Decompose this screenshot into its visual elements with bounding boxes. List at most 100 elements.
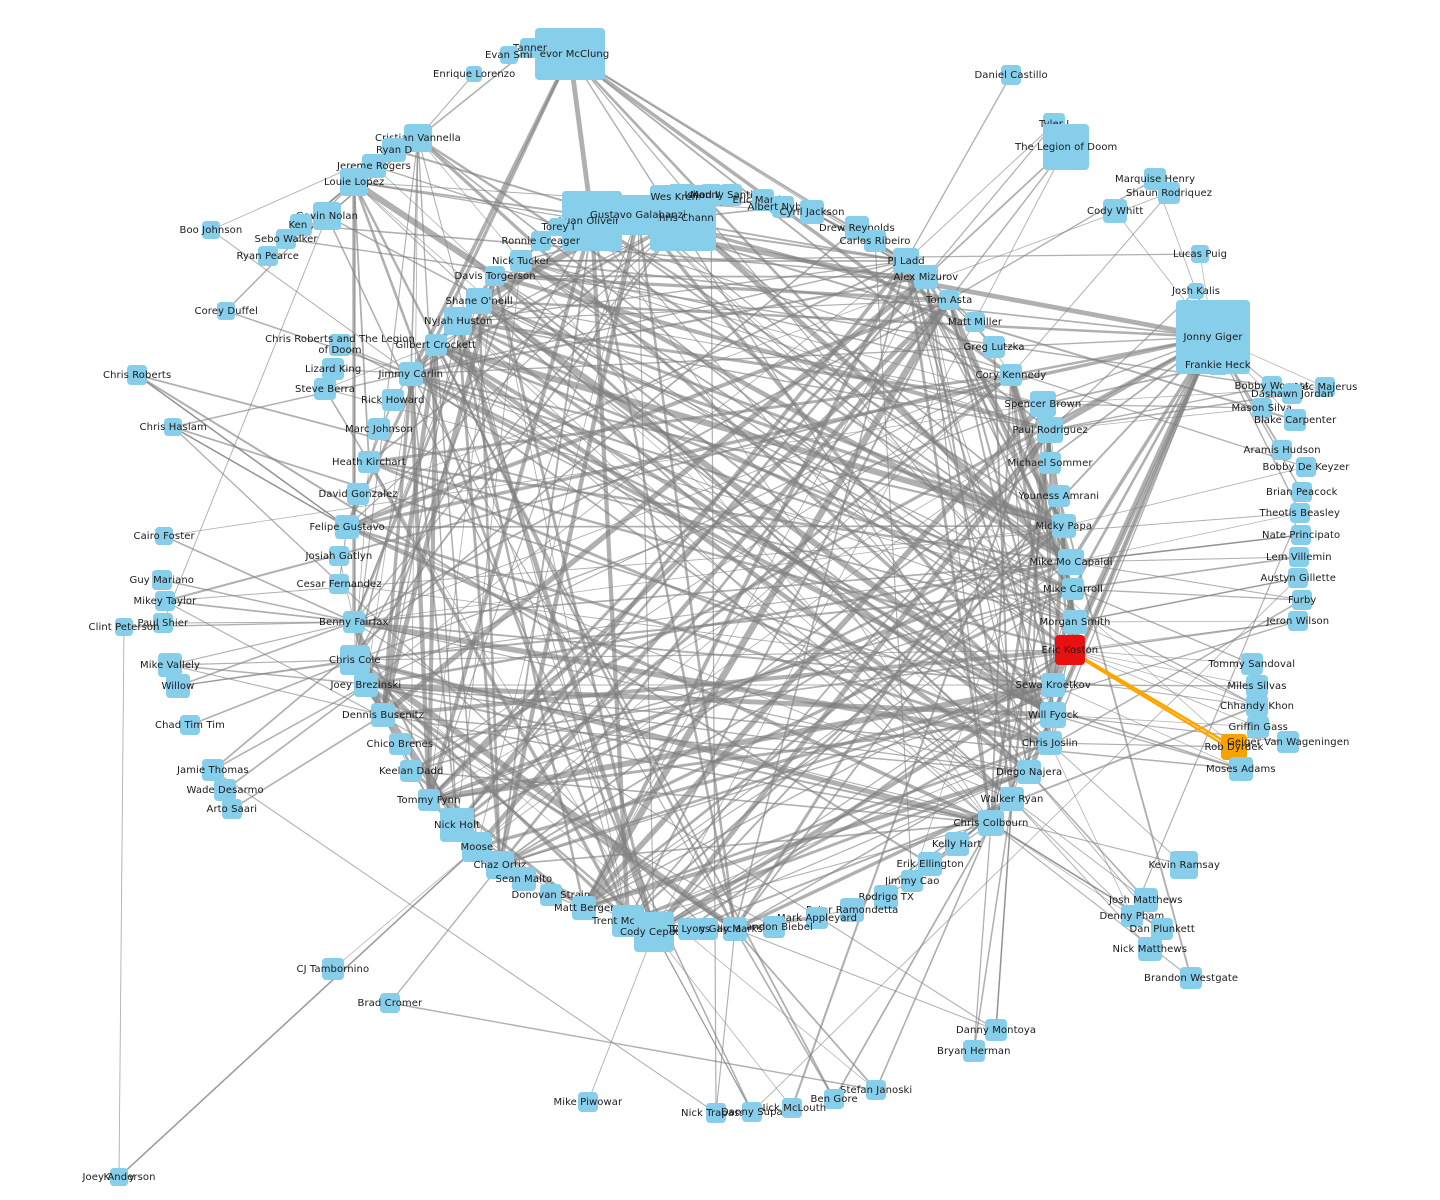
- graph-node-diego-najera[interactable]: [1017, 760, 1041, 784]
- graph-node-will-fyock[interactable]: [1040, 702, 1066, 728]
- graph-node-micky-papa[interactable]: [1052, 514, 1076, 538]
- graph-node-chad-tim-tim[interactable]: [180, 715, 200, 735]
- graph-node-steve-berra[interactable]: [314, 378, 336, 400]
- graph-node-cairo-foster[interactable]: [155, 527, 173, 545]
- graph-node-luan-oliveira[interactable]: [562, 191, 622, 251]
- graph-node-evan-smi[interactable]: [500, 46, 518, 64]
- graph-node-mike-carroll[interactable]: [1062, 578, 1084, 600]
- graph-node-josiah-gatlyn[interactable]: [329, 546, 349, 566]
- graph-node-ty-lyons[interactable]: [678, 918, 700, 940]
- graph-node-walker-ryan[interactable]: [1000, 787, 1024, 811]
- graph-node-bobby-de-keyzer[interactable]: [1296, 457, 1316, 477]
- graph-node-nick-trapasso[interactable]: [706, 1103, 726, 1123]
- graph-node-chris-colbourn[interactable]: [978, 810, 1004, 836]
- graph-node-dan-plunkett[interactable]: [1151, 918, 1173, 940]
- graph-node-heath-kirchart[interactable]: [358, 451, 380, 473]
- graph-node-moses-adams[interactable]: [1229, 757, 1253, 781]
- graph-node-kevin-ramsay[interactable]: [1170, 851, 1198, 879]
- graph-node-cory-kennedy[interactable]: [1000, 364, 1022, 386]
- graph-node-stefan-janoski[interactable]: [866, 1080, 886, 1100]
- graph-node-gavin-nolan[interactable]: [313, 202, 341, 230]
- graph-node-danny-supa[interactable]: [742, 1102, 762, 1122]
- graph-node-chris-joslin[interactable]: [1038, 731, 1062, 755]
- graph-node-shaun-rodriquez[interactable]: [1158, 182, 1180, 204]
- graph-node-boo-johnson[interactable]: [202, 221, 220, 239]
- graph-node-ryan-pearce[interactable]: [258, 246, 278, 266]
- graph-node-chris-haslam[interactable]: [164, 418, 182, 436]
- graph-node-cristian-vannella[interactable]: [404, 124, 432, 152]
- graph-node-lem-villemin[interactable]: [1289, 547, 1309, 567]
- graph-node-clint-peterson[interactable]: [115, 618, 133, 636]
- graph-node-greg-lutzka[interactable]: [983, 336, 1005, 358]
- graph-node-manny-santiago[interactable]: [720, 184, 742, 206]
- graph-node-josh-kalis[interactable]: [1188, 283, 1204, 299]
- graph-node-austyn-gillette[interactable]: [1288, 568, 1308, 588]
- graph-node-tanner[interactable]: [520, 38, 540, 58]
- graph-node-jeron-wilson[interactable]: [1288, 611, 1308, 631]
- graph-node-cj-tambornino[interactable]: [322, 958, 344, 980]
- graph-node-frankie-heck[interactable]: [1208, 355, 1228, 375]
- graph-node-albert-nyberg[interactable]: [772, 196, 794, 218]
- graph-node-danny-garcia[interactable]: [696, 918, 718, 940]
- graph-node-spencer-brown[interactable]: [1030, 391, 1056, 417]
- graph-node-tommy-fynn[interactable]: [418, 789, 440, 811]
- graph-node-lucas-puig[interactable]: [1191, 245, 1209, 263]
- graph-node-jamie-thomas[interactable]: [202, 759, 224, 781]
- graph-node-enrique-lorenzo[interactable]: [466, 66, 482, 82]
- graph-node-cyril-jackson[interactable]: [800, 200, 824, 224]
- graph-node-alex-mizurov[interactable]: [914, 265, 938, 289]
- graph-node-paul-shier[interactable]: [153, 613, 173, 633]
- graph-node-gustavo-galabanzi[interactable]: [618, 195, 658, 235]
- graph-node-ryan-d[interactable]: [382, 138, 406, 162]
- graph-node-nate-principato[interactable]: [1291, 525, 1311, 545]
- graph-node-griffin-gass[interactable]: [1247, 716, 1269, 738]
- graph-node-willow[interactable]: [166, 674, 190, 698]
- graph-node-denny-pham[interactable]: [1121, 905, 1143, 927]
- graph-node-jimmy-carlin[interactable]: [399, 362, 423, 386]
- graph-node-cesar-fernandez[interactable]: [329, 574, 349, 594]
- graph-node-sewa-kroetkov[interactable]: [1041, 673, 1065, 697]
- graph-node-brandon-biebel[interactable]: [763, 916, 785, 938]
- graph-node-eric-koston[interactable]: [1055, 635, 1085, 665]
- graph-node-matt-miller[interactable]: [965, 312, 985, 332]
- graph-node-arto-saari[interactable]: [222, 799, 242, 819]
- graph-node-billy-marks[interactable]: [723, 917, 747, 941]
- graph-node-miles-silvas[interactable]: [1246, 675, 1268, 697]
- graph-node-mike-mo-capaldi[interactable]: [1058, 549, 1084, 575]
- graph-node-chris-roberts[interactable]: [127, 365, 147, 385]
- graph-node-eric-martina[interactable]: [752, 189, 774, 211]
- graph-node-keelan-dadd[interactable]: [400, 760, 422, 782]
- graph-node-blake-carpenter[interactable]: [1284, 409, 1306, 431]
- graph-node-rodrigo-tx[interactable]: [874, 885, 898, 909]
- graph-node-lizard-king[interactable]: [322, 358, 344, 380]
- graph-node-benny-fairfax[interactable]: [343, 611, 365, 633]
- graph-node-aramis-hudson[interactable]: [1272, 440, 1292, 460]
- graph-node-ronnie-creager[interactable]: [531, 231, 551, 251]
- graph-node-carlos-ribeiro[interactable]: [864, 230, 886, 252]
- graph-node-chhandy-khon[interactable]: [1246, 695, 1268, 717]
- graph-node-guy-mariano[interactable]: [152, 570, 172, 590]
- graph-node-corey-duffel[interactable]: [217, 302, 235, 320]
- graph-node-rick-howard[interactable]: [382, 389, 404, 411]
- graph-node-wade-desarmo[interactable]: [214, 779, 236, 801]
- graph-node-mason-silva[interactable]: [1252, 398, 1272, 418]
- graph-node-tom-asta[interactable]: [939, 290, 959, 310]
- graph-node-nick-mclouth[interactable]: [782, 1098, 802, 1118]
- graph-node-theotis-beasley[interactable]: [1290, 503, 1310, 523]
- graph-node-marc-johnson[interactable]: [368, 418, 390, 440]
- graph-node-kelly-hart[interactable]: [945, 832, 969, 856]
- graph-node-felipe-gustavo[interactable]: [335, 515, 359, 539]
- graph-node-tommy-sandoval[interactable]: [1241, 653, 1263, 675]
- graph-node-chris-cole[interactable]: [340, 645, 370, 675]
- graph-node-nick-matthews[interactable]: [1138, 937, 1162, 961]
- graph-node-geiger-van-wageningen[interactable]: [1277, 731, 1299, 753]
- graph-node-wes-kremer[interactable]: [668, 184, 694, 210]
- graph-node-matt-berger[interactable]: [572, 896, 596, 920]
- graph-node-sebo-walker[interactable]: [276, 229, 296, 249]
- graph-node-trevor-mcclung[interactable]: [535, 28, 605, 80]
- graph-node-nick-tucker[interactable]: [510, 250, 532, 272]
- graph-node-chaz-ortiz[interactable]: [486, 851, 514, 879]
- graph-node-paul-rodriguez[interactable]: [1037, 417, 1063, 443]
- graph-node-ben-gore[interactable]: [824, 1089, 844, 1109]
- graph-node-brad-cromer[interactable]: [380, 993, 400, 1013]
